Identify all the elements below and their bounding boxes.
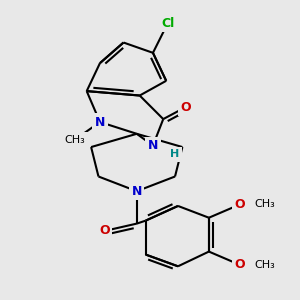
Text: H: H: [170, 149, 180, 159]
Text: CH₃: CH₃: [254, 200, 275, 209]
Text: N: N: [132, 185, 142, 198]
Text: O: O: [99, 224, 110, 238]
Text: CH₃: CH₃: [254, 260, 275, 270]
Text: O: O: [180, 101, 190, 114]
Text: CH₃: CH₃: [64, 135, 85, 145]
Text: Cl: Cl: [161, 17, 174, 30]
Text: O: O: [235, 198, 245, 211]
Text: O: O: [235, 258, 245, 271]
Text: N: N: [148, 139, 158, 152]
Text: N: N: [95, 116, 105, 128]
